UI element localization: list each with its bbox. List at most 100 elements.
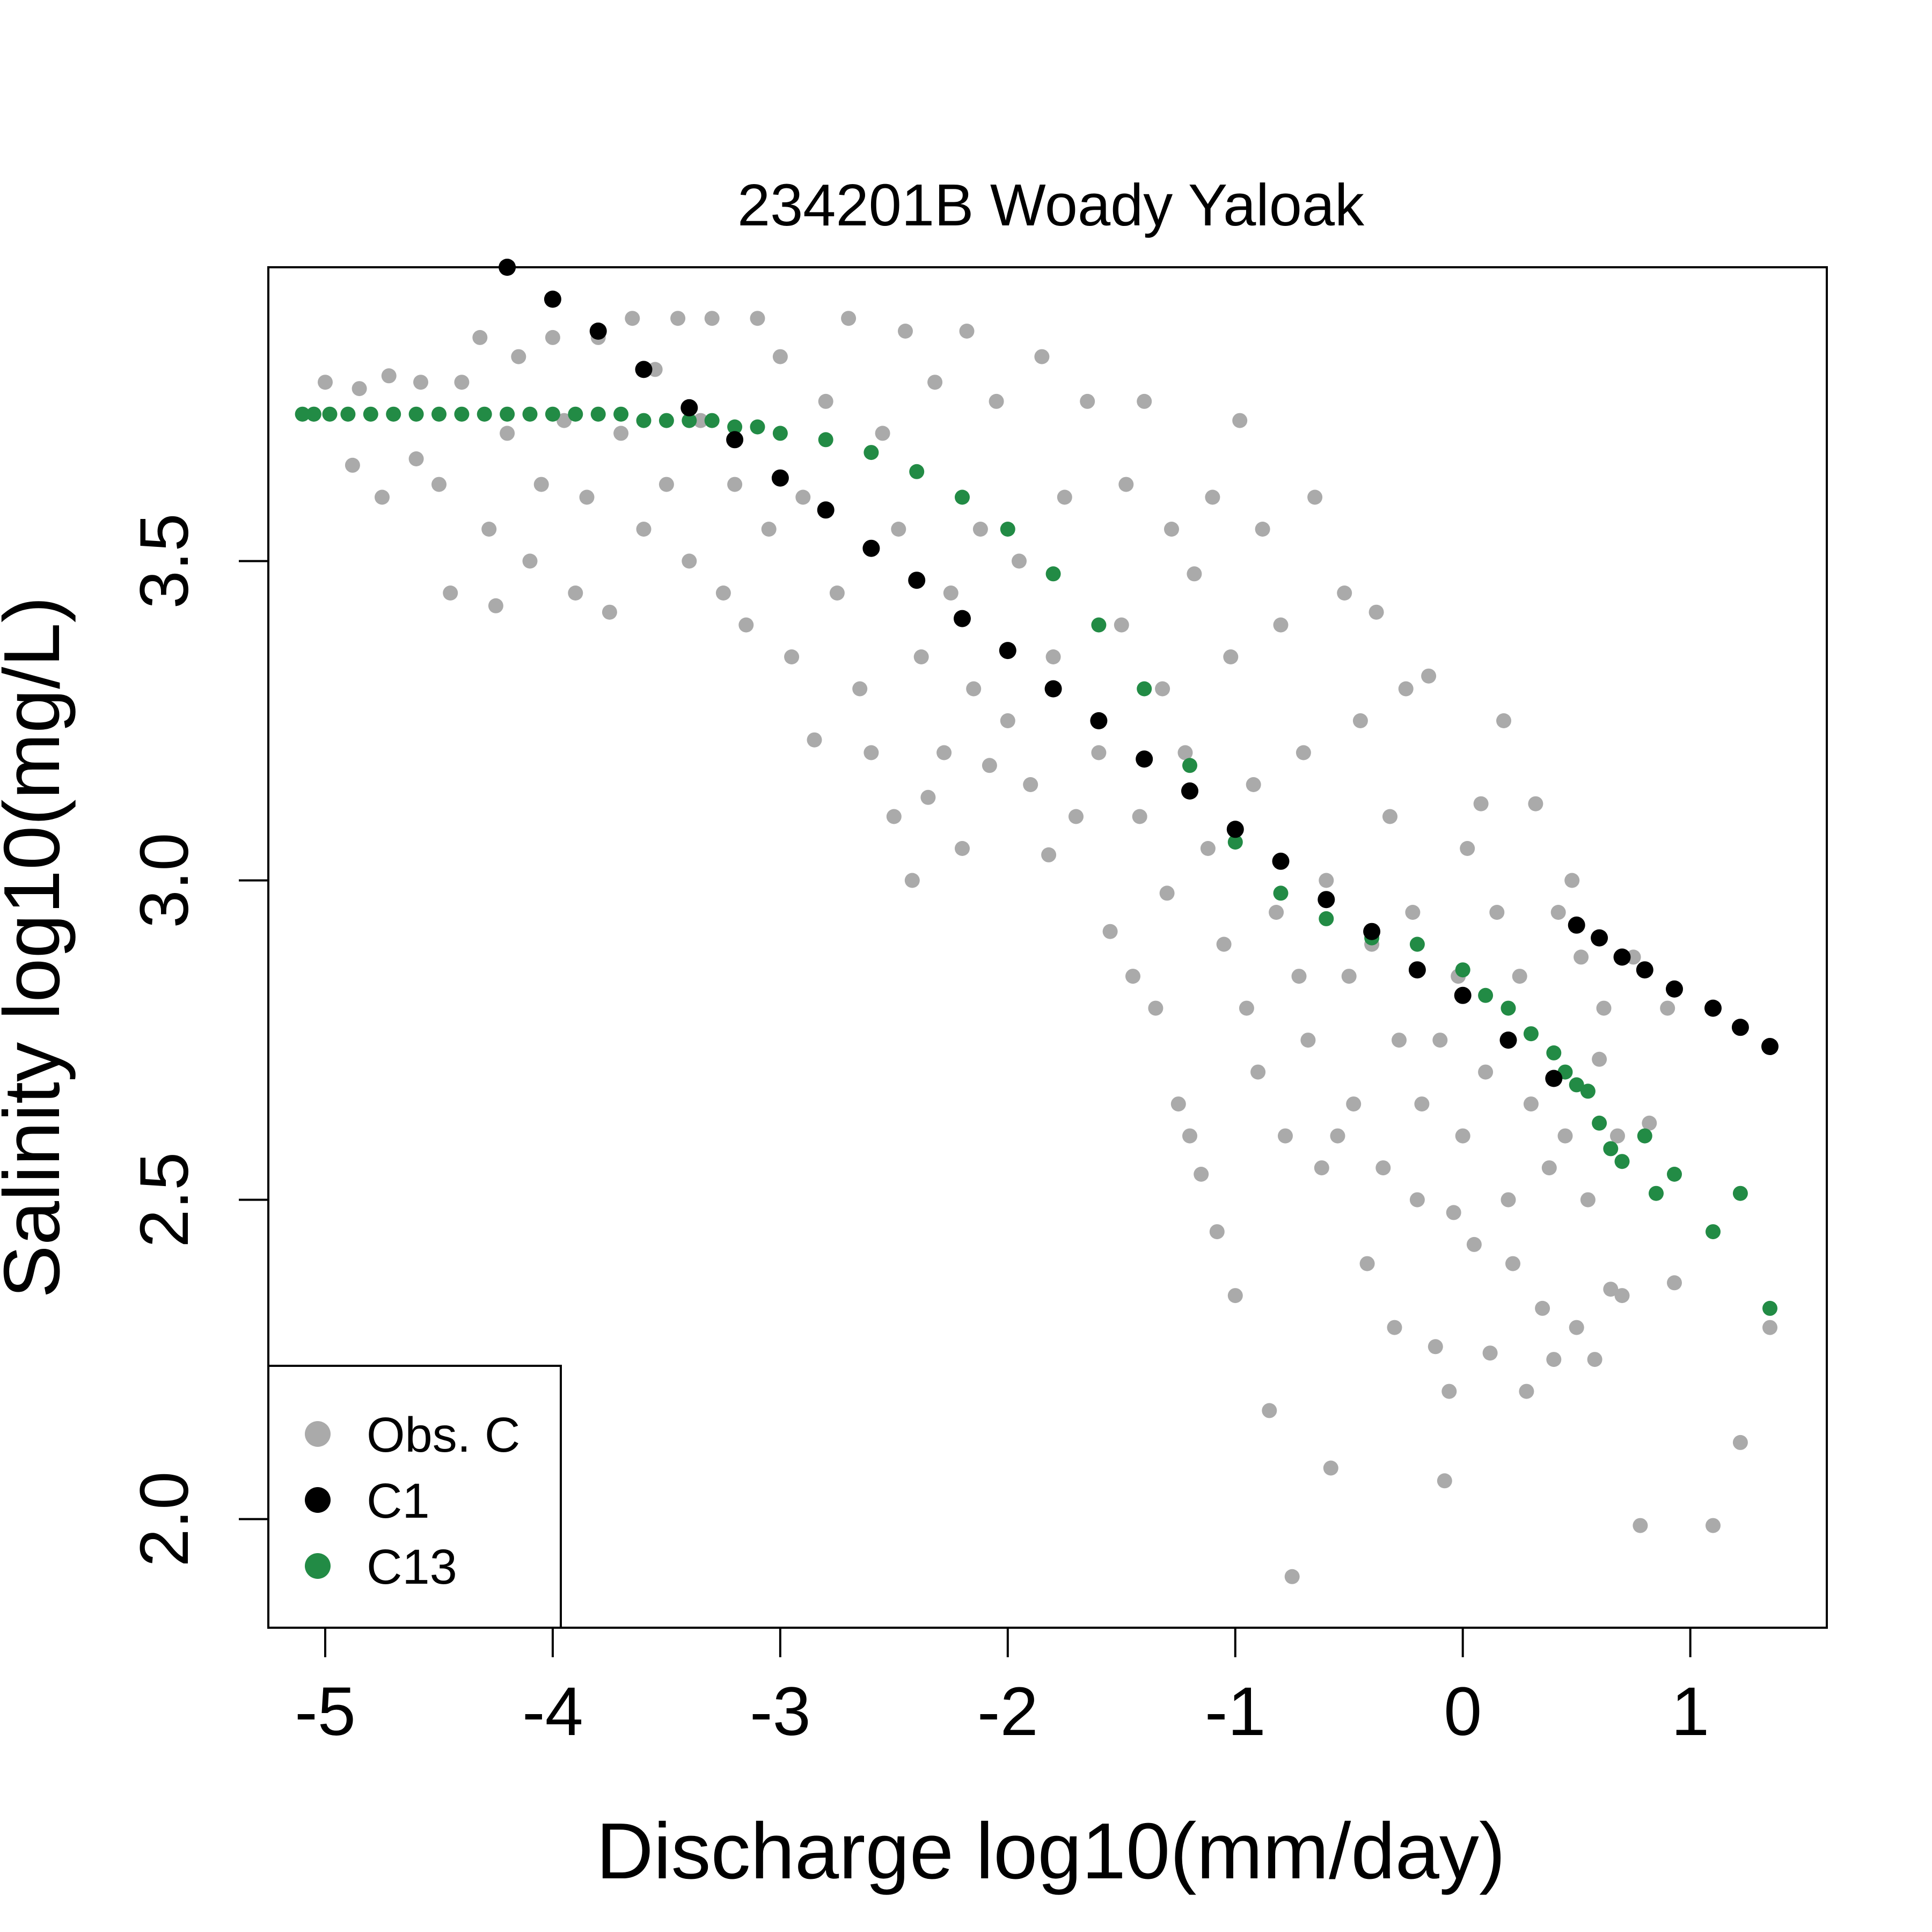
obs-point (625, 311, 640, 326)
obs-point (352, 381, 367, 397)
obs-point (982, 758, 997, 773)
c13-point (1523, 1026, 1539, 1042)
c13-point (1732, 1185, 1748, 1201)
c13-point (1762, 1300, 1777, 1316)
obs-point (454, 375, 470, 390)
obs-point (1307, 489, 1323, 505)
obs-point (1574, 949, 1589, 965)
obs-point (1660, 1000, 1675, 1016)
c13-point (1569, 1077, 1584, 1093)
x-tick-label: -1 (1205, 1673, 1266, 1750)
obs-point (443, 586, 458, 601)
c13-point (818, 432, 833, 448)
obs-point (1523, 1096, 1539, 1112)
obs-point (1346, 1096, 1362, 1112)
c13-point (322, 406, 338, 422)
c13-point (1603, 1141, 1619, 1157)
y-tick-label: 3.5 (126, 513, 203, 609)
obs-point (613, 426, 629, 441)
c1-point (1704, 999, 1722, 1017)
obs-point (943, 586, 958, 601)
c1-point (635, 361, 653, 378)
obs-point (1341, 969, 1357, 984)
chart-title: 234201B Woady Yaloak (737, 172, 1365, 238)
obs-point (1057, 489, 1072, 505)
obs-point (936, 745, 952, 760)
obs-point (345, 457, 360, 473)
c1-point (817, 501, 835, 519)
obs-point (658, 477, 674, 492)
obs-point (772, 349, 788, 364)
obs-point (852, 681, 868, 697)
obs-point (818, 393, 833, 409)
obs-point (1505, 1256, 1520, 1271)
obs-point (1262, 1403, 1277, 1418)
obs-point (1205, 489, 1220, 505)
obs-point (1375, 1160, 1391, 1176)
c1-point (908, 572, 926, 589)
obs-point (1209, 1224, 1225, 1240)
obs-point (1291, 969, 1307, 984)
legend-marker-obs (305, 1421, 331, 1447)
c1-point (1318, 891, 1335, 909)
obs-point (841, 311, 857, 326)
obs-point (431, 477, 447, 492)
c13-point (1273, 885, 1289, 901)
c13-point (590, 406, 606, 422)
c13-point (1546, 1045, 1562, 1060)
c1-point (1613, 948, 1631, 966)
obs-point (1580, 1192, 1596, 1208)
obs-point (1405, 905, 1421, 920)
c13-point (568, 406, 583, 422)
obs-point (891, 522, 906, 537)
obs-point (1232, 413, 1248, 428)
obs-point (318, 375, 333, 390)
c1-point (1044, 680, 1062, 698)
obs-point (1155, 681, 1170, 697)
obs-point (886, 809, 902, 824)
c13-point (909, 464, 925, 479)
obs-point (1478, 1064, 1494, 1080)
obs-point (1382, 809, 1397, 824)
c1-point (862, 539, 880, 557)
obs-point (1541, 1160, 1557, 1176)
y-tick-label: 2.5 (126, 1152, 203, 1248)
obs-point (1080, 393, 1095, 409)
obs-point (1466, 1236, 1482, 1252)
obs-point (1762, 1320, 1777, 1335)
c13-point (1182, 758, 1197, 773)
obs-point (1482, 1345, 1498, 1361)
obs-point (1164, 522, 1179, 537)
obs-point (1352, 713, 1368, 728)
c1-point (1761, 1038, 1779, 1055)
c1-point (1731, 1019, 1749, 1036)
obs-point (904, 873, 920, 888)
obs-point (875, 426, 890, 441)
c13-point (704, 413, 720, 428)
obs-point (1023, 777, 1038, 792)
obs-point (738, 617, 754, 633)
obs-point (1359, 1256, 1375, 1271)
obs-point (972, 522, 988, 537)
c1-point (999, 642, 1016, 660)
obs-point (472, 330, 488, 345)
c13-point (863, 445, 879, 460)
c13-point (1592, 1115, 1607, 1131)
c13-point (1637, 1128, 1652, 1144)
obs-point (1642, 1115, 1657, 1131)
obs-point (602, 604, 617, 620)
obs-point (1546, 1352, 1562, 1367)
obs-point (1409, 1192, 1425, 1208)
obs-point (1250, 1064, 1266, 1080)
obs-point (829, 586, 845, 601)
c1-point (1181, 782, 1198, 800)
obs-point (1460, 841, 1475, 856)
y-tick-label: 3.0 (126, 833, 203, 928)
obs-point (511, 349, 526, 364)
c1-point (1454, 986, 1472, 1004)
obs-point (1278, 1128, 1293, 1144)
obs-point (1300, 1033, 1316, 1048)
c1-point (771, 469, 789, 487)
obs-point (966, 681, 982, 697)
obs-point (500, 426, 515, 441)
